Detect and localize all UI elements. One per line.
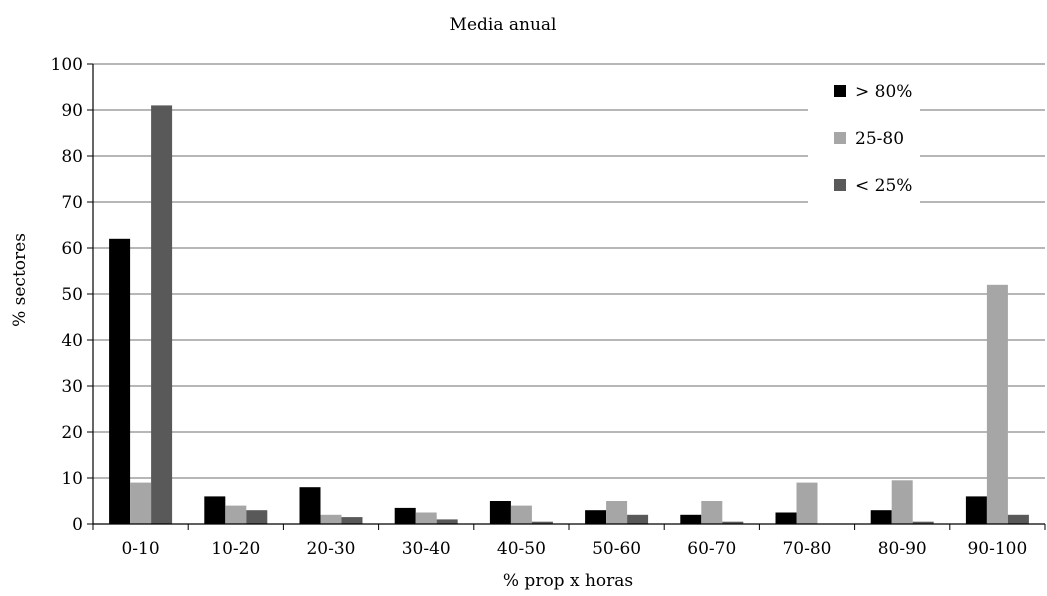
bar-70-80-series-1 (796, 482, 818, 524)
y-tick-label: 60 (61, 239, 83, 259)
x-tick-label: 30-40 (402, 539, 451, 559)
x-tick-label: 80-90 (878, 539, 927, 559)
y-tick-label: 40 (61, 331, 83, 351)
x-tick-label: 60-70 (687, 539, 736, 559)
bar-60-70-series-1 (701, 501, 723, 524)
bar-80-90-series-0 (870, 510, 892, 524)
x-axis-label: % prop x horas (503, 571, 633, 591)
y-tick-label: 0 (72, 515, 83, 535)
bar-70-80-series-0 (775, 512, 797, 524)
bar-30-40-series-0 (394, 507, 416, 524)
bar-30-40-series-1 (415, 512, 437, 524)
y-tick-label: 50 (61, 285, 83, 305)
bars (109, 105, 1029, 525)
bar-0-10-series-0 (109, 238, 131, 525)
bar-60-70-series-2 (722, 521, 744, 524)
axes: 0 10 20 30 40 50 60 70 80 90 100 0-10 10-20 20-30 30-4… (51, 55, 1046, 559)
x-tick-label: 0-10 (121, 539, 159, 559)
legend-swatch-2 (834, 179, 846, 191)
x-tick-label: 90-100 (967, 539, 1027, 559)
legend-swatch-0 (834, 85, 846, 97)
y-tick-label: 70 (61, 193, 83, 213)
y-tick-label: 20 (61, 423, 83, 443)
bar-90-100-series-2 (1007, 514, 1029, 524)
x-tick-label: 10-20 (211, 539, 260, 559)
bar-40-50-series-0 (489, 501, 511, 524)
y-tick-label: 10 (61, 469, 83, 489)
y-tick-label: 80 (61, 147, 83, 167)
bar-30-40-series-2 (436, 519, 458, 524)
bar-20-30-series-2 (341, 517, 363, 524)
x-tick-label: 20-30 (306, 539, 355, 559)
bar-10-20-series-0 (204, 496, 226, 524)
bar-10-20-series-2 (246, 510, 268, 524)
legend-label-0: > 80% (855, 82, 912, 102)
bar-50-60-series-2 (627, 514, 649, 524)
y-tick-label: 90 (61, 101, 83, 121)
bar-0-10-series-1 (130, 482, 152, 524)
bar-40-50-series-1 (510, 505, 532, 524)
chart-title: Media anual (450, 15, 557, 35)
bar-20-30-series-0 (299, 487, 321, 524)
bar-40-50-series-2 (531, 521, 553, 524)
y-axis-label: % sectores (10, 233, 30, 327)
bar-60-70-series-0 (680, 514, 702, 524)
bar-90-100-series-0 (965, 496, 987, 524)
bar-0-10-series-2 (151, 105, 173, 525)
legend-background (808, 70, 920, 210)
x-tick-label: 50-60 (592, 539, 641, 559)
bar-80-90-series-1 (891, 480, 913, 524)
x-tick-label: 40-50 (497, 539, 546, 559)
bar-50-60-series-0 (585, 510, 607, 524)
bar-80-90-series-2 (912, 521, 934, 524)
legend: > 80% 25-80 < 25% (808, 70, 920, 210)
legend-label-2: < 25% (855, 176, 912, 196)
legend-label-1: 25-80 (855, 129, 904, 149)
bar-20-30-series-1 (320, 514, 342, 524)
x-tick-label: 70-80 (782, 539, 831, 559)
y-tick-label: 30 (61, 377, 83, 397)
bar-10-20-series-1 (225, 505, 247, 524)
y-tick-label: 100 (51, 55, 83, 75)
legend-swatch-1 (834, 132, 846, 144)
bar-50-60-series-1 (606, 501, 628, 524)
bar-90-100-series-1 (986, 284, 1008, 524)
